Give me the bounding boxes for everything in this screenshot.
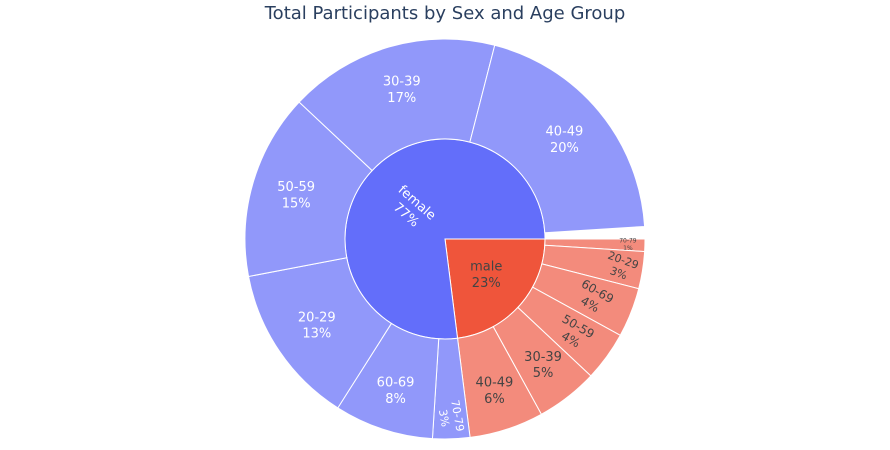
segment-percent-label: 8%: [385, 392, 406, 407]
sector-female-30-39[interactable]: [298, 38, 496, 172]
segment-percent-label: 20%: [550, 141, 579, 156]
chart-title: Total Participants by Sex and Age Group: [264, 3, 626, 24]
segment-percent-label: 1%: [623, 245, 633, 252]
segment-percent-label: 6%: [484, 392, 505, 407]
segment-percent-label: 3%: [436, 408, 452, 427]
label-female-20-29: 20-29 13%: [298, 310, 336, 341]
segment-percent-label: 5%: [533, 366, 554, 381]
label-male-30-39: 30-395%: [524, 350, 562, 381]
segment-name-label: 20-29: [298, 310, 336, 325]
segment-percent-label: 17%: [387, 91, 416, 106]
label-female-70-79: 70-793%: [436, 399, 467, 433]
segment-name-label: 30-39: [524, 350, 562, 365]
segment-name-label: male: [470, 260, 502, 275]
segment-percent-label: 13%: [302, 327, 331, 342]
label-female-60-69: 60-698%: [377, 376, 415, 407]
segment-percent-label: 3%: [608, 264, 629, 282]
segment-name-label: 60-69: [377, 376, 415, 391]
segment-name-label: 30-39: [383, 75, 421, 90]
segment-name-label: 70-79: [619, 237, 637, 244]
segment-name-label: 50-59: [277, 180, 315, 195]
sector-female-40-49[interactable]: [469, 44, 646, 234]
segment-name-label: 70-79: [448, 399, 466, 433]
segment-name-label: 40-49: [546, 125, 584, 140]
label-male-70-79: 70-791%: [619, 237, 637, 252]
label-male-40-49: 40-496%: [476, 376, 514, 407]
segment-percent-label: 23%: [472, 276, 501, 291]
segment-name-label: 40-49: [476, 376, 514, 391]
segment-percent-label: 15%: [282, 196, 311, 211]
